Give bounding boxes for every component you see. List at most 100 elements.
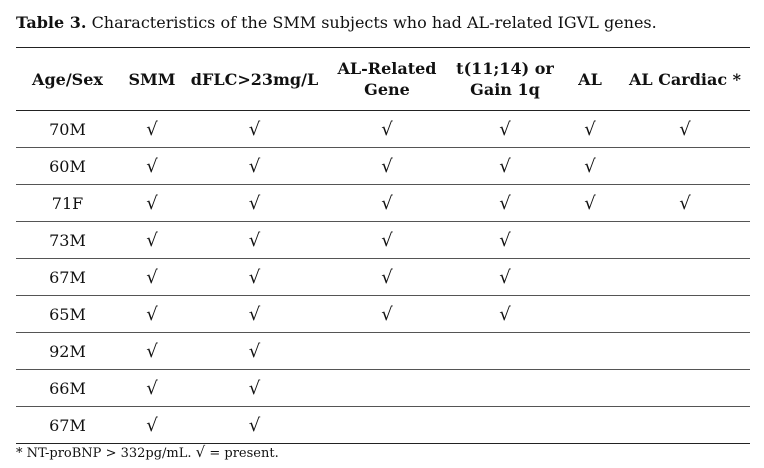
table-caption-label: Table 3. <box>16 13 87 32</box>
column-header: dFLC>23mg/L <box>185 47 324 111</box>
table-header-row: Age/Sex SMM dFLC>23mg/L AL-Related Gene t(11;… <box>16 47 750 111</box>
check-cell <box>324 369 450 407</box>
column-header-label: Gene <box>364 80 410 99</box>
table-caption: Table 3. Characteristics of the SMM subj… <box>16 10 756 36</box>
check-icon: √ <box>248 155 261 177</box>
column-header: AL <box>560 47 620 111</box>
age-sex-cell: 67M <box>16 406 119 444</box>
check-icon: √ <box>381 229 393 251</box>
check-icon: √ <box>381 118 393 140</box>
check-icon: √ <box>584 118 596 140</box>
check-icon: √ <box>146 229 158 251</box>
check-icon: √ <box>248 266 261 288</box>
table-row: 60M √ √ √ √ √ <box>16 147 750 185</box>
table-row: 66M √ √ <box>16 369 750 407</box>
column-header-label: SMM <box>128 69 176 89</box>
check-cell: √ <box>450 110 560 148</box>
column-header-label: Gain 1q <box>470 80 540 99</box>
column-header: SMM <box>119 47 185 111</box>
check-cell: √ <box>185 184 324 222</box>
check-icon: √ <box>195 443 206 461</box>
check-icon: √ <box>499 229 511 251</box>
check-cell: √ <box>324 110 450 148</box>
check-icon: √ <box>146 340 158 362</box>
check-cell <box>560 369 620 407</box>
check-cell: √ <box>119 332 185 370</box>
column-header-label: AL Cardiac * <box>628 69 742 89</box>
check-cell: √ <box>185 406 324 444</box>
table-footnote: * NT-proBNP > 332pg/mL. √ = present. <box>16 443 756 463</box>
check-icon: √ <box>146 118 158 140</box>
check-cell: √ <box>119 184 185 222</box>
check-cell: √ <box>560 184 620 222</box>
check-icon: √ <box>146 414 158 436</box>
check-cell <box>620 221 750 259</box>
check-icon: √ <box>146 192 158 214</box>
check-cell: √ <box>324 221 450 259</box>
table-row: 92M √ √ <box>16 332 750 370</box>
check-cell: √ <box>185 258 324 296</box>
check-icon: √ <box>584 192 596 214</box>
check-cell <box>324 332 450 370</box>
check-cell: √ <box>119 110 185 148</box>
age-sex-cell: 65M <box>16 295 119 333</box>
column-header-label: t(11;14) or <box>456 59 554 78</box>
age-sex-cell: 60M <box>16 147 119 185</box>
table-body: 70M √ √ √ √ √ √ 60M √ √ √ √ √ 71F √ √ √ √ √ √ 73M √ √ √ √ 67M √ √ √ √… <box>16 110 750 444</box>
age-sex-cell: 70M <box>16 110 119 148</box>
check-cell: √ <box>119 369 185 407</box>
footnote-legend: = present. <box>209 446 279 461</box>
check-icon: √ <box>248 340 261 362</box>
check-cell: √ <box>450 295 560 333</box>
check-cell: √ <box>324 147 450 185</box>
check-icon: √ <box>499 192 511 214</box>
check-cell: √ <box>450 258 560 296</box>
check-cell: √ <box>185 369 324 407</box>
check-cell <box>450 332 560 370</box>
check-cell <box>324 406 450 444</box>
column-header-label: Age/Sex <box>32 69 103 89</box>
age-sex-cell: 71F <box>16 184 119 222</box>
characteristics-table: Age/Sex SMM dFLC>23mg/L AL-Related Gene t(11;… <box>16 47 750 444</box>
check-cell <box>560 295 620 333</box>
check-cell <box>620 258 750 296</box>
column-header: Age/Sex <box>16 47 119 111</box>
table-row: 65M √ √ √ √ <box>16 295 750 333</box>
check-icon: √ <box>381 266 393 288</box>
column-header-label: AL-Related <box>337 59 437 78</box>
check-cell: √ <box>119 258 185 296</box>
check-icon: √ <box>679 118 691 140</box>
check-icon: √ <box>381 303 393 325</box>
check-icon: √ <box>146 155 158 177</box>
check-icon: √ <box>146 303 158 325</box>
check-cell: √ <box>324 258 450 296</box>
check-icon: √ <box>499 303 511 325</box>
check-cell: √ <box>185 295 324 333</box>
check-cell: √ <box>185 221 324 259</box>
check-cell: √ <box>119 406 185 444</box>
check-cell: √ <box>560 147 620 185</box>
check-cell <box>450 406 560 444</box>
check-icon: √ <box>248 377 261 399</box>
check-cell <box>450 369 560 407</box>
check-icon: √ <box>499 155 511 177</box>
check-cell <box>620 406 750 444</box>
table-caption-text: Characteristics of the SMM subjects who … <box>91 13 657 32</box>
column-header: t(11;14) or Gain 1q <box>450 47 560 111</box>
check-cell: √ <box>119 221 185 259</box>
check-cell: √ <box>185 110 324 148</box>
column-header: AL Cardiac * <box>620 47 750 111</box>
check-cell: √ <box>324 184 450 222</box>
check-cell: √ <box>620 110 750 148</box>
age-sex-cell: 67M <box>16 258 119 296</box>
check-cell: √ <box>450 147 560 185</box>
check-cell: √ <box>450 184 560 222</box>
check-icon: √ <box>248 414 261 436</box>
check-cell: √ <box>185 332 324 370</box>
check-cell <box>560 221 620 259</box>
check-icon: √ <box>146 377 158 399</box>
check-icon: √ <box>499 266 511 288</box>
check-cell: √ <box>450 221 560 259</box>
check-cell <box>620 332 750 370</box>
check-cell <box>560 258 620 296</box>
